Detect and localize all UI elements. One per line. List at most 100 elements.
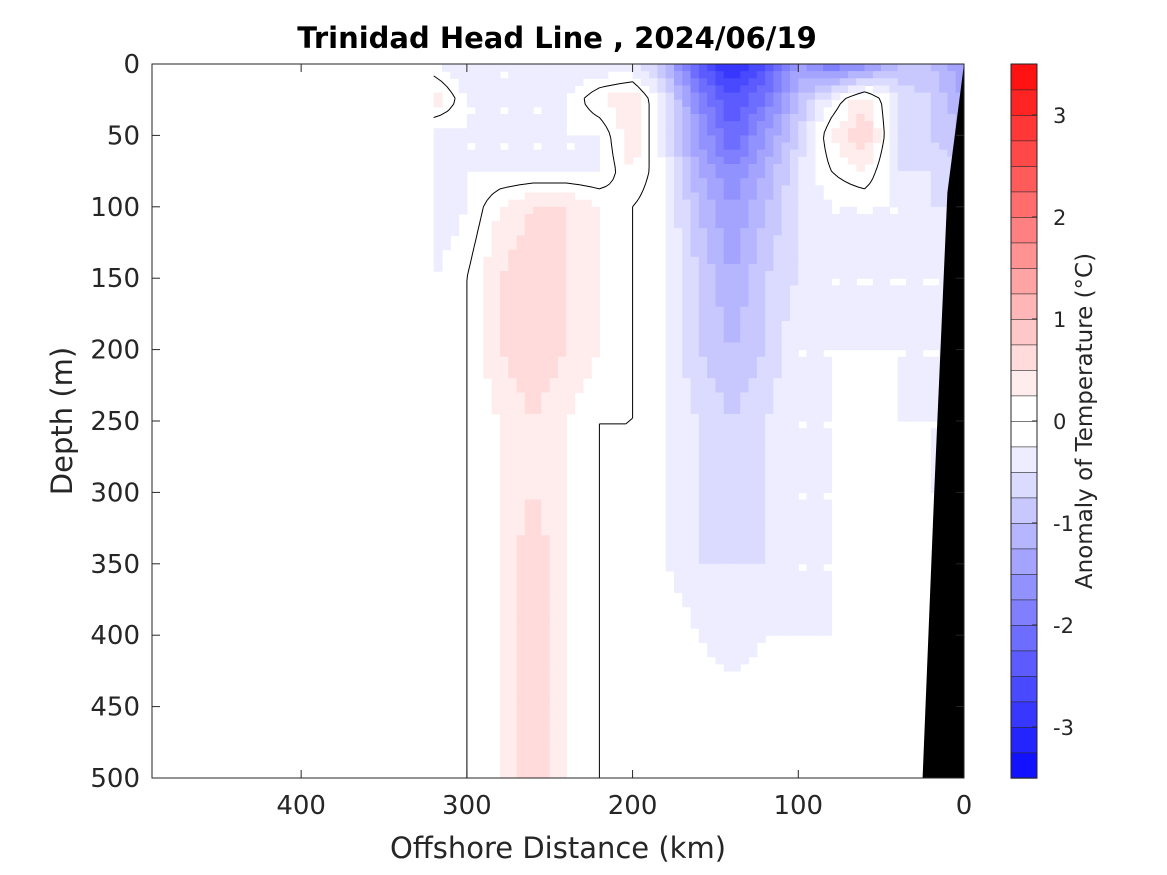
anomaly-cell — [524, 113, 534, 122]
anomaly-cell — [533, 71, 543, 79]
anomaly-cell — [674, 385, 683, 394]
anomaly-cell — [798, 556, 808, 565]
anomaly-cell — [781, 363, 791, 372]
anomaly-cell — [433, 149, 443, 158]
anomaly-cell — [715, 64, 725, 72]
anomaly-cell — [823, 371, 833, 379]
anomaly-cell — [723, 142, 733, 151]
anomaly-cell — [500, 121, 509, 129]
anomaly-cell — [674, 71, 683, 79]
anomaly-cell — [549, 156, 559, 165]
anomaly-cell — [732, 449, 741, 458]
anomaly-cell — [889, 328, 899, 336]
anomaly-cell — [814, 421, 824, 429]
anomaly-cell — [707, 278, 717, 286]
anomaly-cell — [748, 335, 758, 344]
anomaly-cell — [690, 78, 700, 87]
anomaly-cell — [500, 735, 509, 743]
anomaly-cell — [864, 71, 874, 79]
anomaly-cell — [723, 556, 733, 565]
anomaly-cell — [856, 263, 866, 272]
anomaly-cell — [582, 199, 592, 208]
colorbar-swatch — [1010, 318, 1038, 346]
anomaly-cell — [549, 728, 559, 736]
anomaly-cell — [558, 578, 567, 586]
anomaly-cell — [914, 299, 924, 308]
anomaly-cell — [806, 121, 816, 129]
anomaly-cell — [524, 278, 534, 286]
anomaly-cell — [665, 506, 675, 515]
anomaly-cell — [500, 699, 509, 708]
anomaly-cell — [516, 163, 526, 172]
anomaly-cell — [698, 456, 708, 465]
anomaly-cell — [781, 328, 791, 336]
anomaly-cell — [872, 285, 882, 294]
anomaly-cell — [922, 99, 932, 108]
anomaly-cell — [690, 171, 700, 179]
anomaly-cell — [732, 206, 741, 215]
anomaly-cell — [698, 463, 708, 472]
anomaly-cell — [665, 356, 675, 365]
anomaly-cell — [491, 399, 501, 408]
anomaly-cell — [723, 192, 733, 201]
anomaly-cell — [732, 435, 741, 444]
colorbar — [1010, 63, 1038, 779]
anomaly-cell — [558, 763, 567, 772]
anomaly-cell — [516, 770, 526, 778]
anomaly-cell — [508, 685, 518, 693]
anomaly-cell — [508, 328, 518, 336]
anomaly-cell — [674, 549, 683, 558]
anomaly-cell — [541, 742, 551, 751]
anomaly-cell — [707, 421, 717, 429]
anomaly-cell — [748, 470, 758, 479]
anomaly-cell — [508, 113, 518, 122]
anomaly-cell — [508, 770, 518, 778]
anomaly-cell — [732, 213, 741, 222]
anomaly-cell — [773, 449, 783, 458]
anomaly-cell — [516, 335, 526, 344]
anomaly-cell — [856, 242, 866, 251]
anomaly-cell — [524, 106, 534, 115]
anomaly-cell — [558, 570, 567, 579]
anomaly-cell — [516, 321, 526, 329]
anomaly-cell — [516, 385, 526, 394]
anomaly-cell — [897, 335, 907, 344]
anomaly-cell — [516, 342, 526, 351]
anomaly-cell — [665, 213, 675, 222]
anomaly-cell — [798, 263, 808, 272]
anomaly-cell — [756, 549, 766, 558]
anomaly-cell — [715, 221, 725, 229]
anomaly-cell — [558, 628, 567, 636]
anomaly-cell — [806, 378, 816, 386]
anomaly-cell — [872, 342, 882, 351]
anomaly-cell — [839, 263, 849, 272]
anomaly-cell — [698, 606, 708, 615]
anomaly-cell — [740, 278, 750, 286]
anomaly-cell — [558, 599, 567, 608]
anomaly-cell — [516, 706, 526, 715]
anomaly-cell — [773, 378, 783, 386]
anomaly-cell — [491, 406, 501, 415]
anomaly-cell — [939, 135, 949, 144]
anomaly-cell — [558, 428, 567, 436]
anomaly-cell — [864, 313, 874, 322]
x-axis-label: Offshore Distance (km) — [390, 831, 726, 865]
anomaly-cell — [690, 135, 700, 144]
anomaly-cell — [773, 535, 783, 543]
anomaly-cell — [566, 406, 576, 415]
anomaly-cell — [524, 413, 534, 422]
anomaly-cell — [649, 85, 659, 94]
anomaly-cell — [674, 413, 683, 422]
anomaly-cell — [773, 485, 783, 493]
anomaly-cell — [524, 478, 534, 486]
anomaly-cell — [682, 520, 692, 529]
anomaly-cell — [690, 613, 700, 622]
anomaly-cell — [558, 92, 567, 101]
anomaly-cell — [790, 556, 799, 565]
anomaly-cell — [765, 371, 775, 379]
anomaly-cell — [682, 499, 692, 508]
anomaly-cell — [566, 378, 576, 386]
anomaly-cell — [806, 592, 816, 601]
anomaly-cell — [500, 470, 509, 479]
anomaly-cell — [549, 542, 559, 551]
